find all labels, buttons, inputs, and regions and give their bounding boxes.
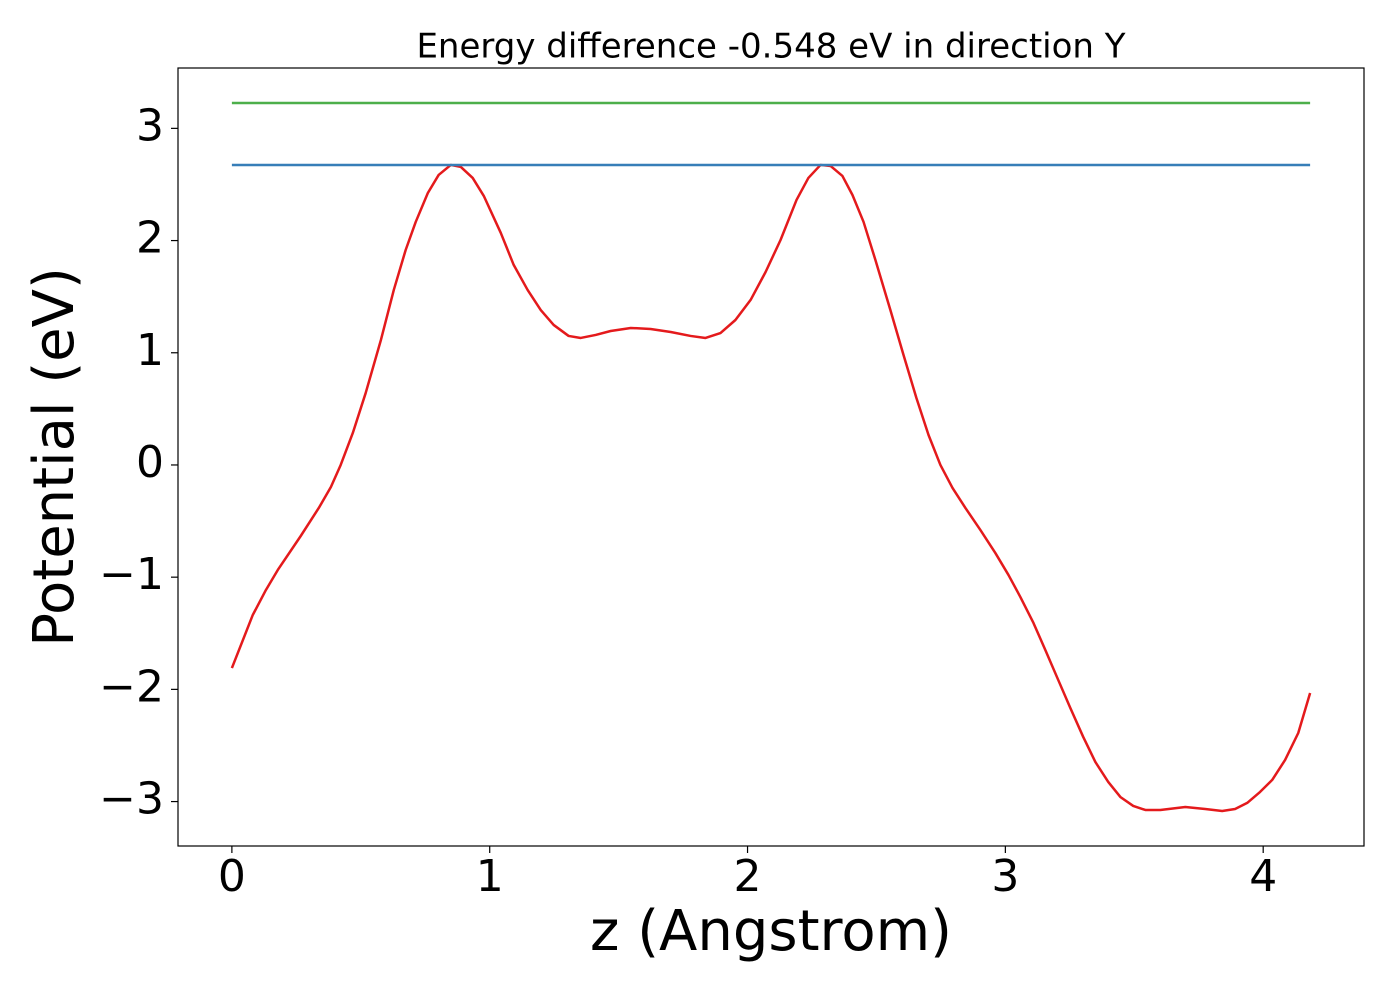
y-tick-label: −1 — [99, 549, 164, 600]
line-series — [230, 163, 1312, 813]
y-tick-label: 0 — [136, 437, 164, 488]
y-tick-label: 1 — [136, 325, 164, 376]
plot-frame — [177, 67, 1365, 847]
x-tick-label: 1 — [476, 851, 504, 902]
y-axis-label: Potential (eV) — [22, 267, 87, 647]
x-axis-label: z (Angstrom) — [590, 899, 952, 964]
x-tick-label: 2 — [734, 851, 762, 902]
y-tick-label: 2 — [136, 213, 164, 264]
x-tick-label: 3 — [991, 851, 1019, 902]
x-tick-label: 4 — [1249, 851, 1277, 902]
y-tick-label: 3 — [136, 100, 164, 151]
chart-title: Energy difference -0.548 eV in direction… — [416, 27, 1125, 67]
x-tick-label: 0 — [218, 851, 246, 902]
y-tick-label: −3 — [99, 774, 164, 825]
y-tick-label: −2 — [99, 661, 164, 712]
